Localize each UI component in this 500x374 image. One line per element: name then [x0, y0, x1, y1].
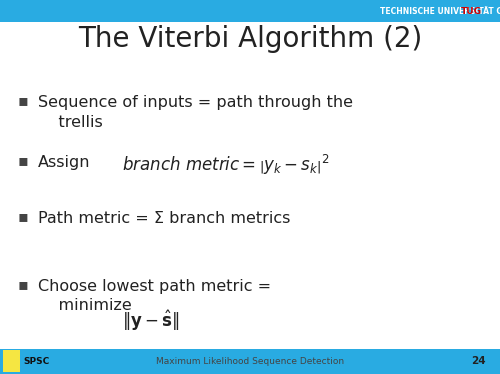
Text: 24: 24	[472, 356, 486, 366]
Text: The Viterbi Algorithm (2): The Viterbi Algorithm (2)	[78, 25, 422, 53]
Text: Assign: Assign	[38, 155, 90, 170]
Bar	[0, 349, 500, 374]
Text: ▪: ▪	[18, 94, 28, 108]
Text: TECHNISCHE UNIVERSITÄT GRAZ: TECHNISCHE UNIVERSITÄT GRAZ	[380, 7, 500, 16]
Text: ▪: ▪	[18, 277, 28, 292]
Bar	[3, 350, 20, 372]
Text: Maximum Likelihood Sequence Detection: Maximum Likelihood Sequence Detection	[156, 357, 344, 366]
Bar	[0, 0, 500, 22]
Text: SPSC: SPSC	[24, 357, 50, 366]
Text: Choose lowest path metric =
    minimize: Choose lowest path metric = minimize	[38, 279, 270, 313]
Text: Sequence of inputs = path through the
    trellis: Sequence of inputs = path through the tr…	[38, 95, 352, 130]
Text: $\mathit{branch\ metric} = \left|y_k - s_k\right|^2$: $\mathit{branch\ metric} = \left|y_k - s…	[122, 153, 330, 177]
Text: TUG: TUG	[460, 7, 481, 16]
Text: ▪: ▪	[18, 153, 28, 168]
Text: Path metric = Σ branch metrics: Path metric = Σ branch metrics	[38, 211, 290, 226]
Text: $\|\mathbf{y} - \hat{\mathbf{s}}\|$: $\|\mathbf{y} - \hat{\mathbf{s}}\|$	[122, 309, 180, 333]
Text: ▪: ▪	[18, 209, 28, 224]
